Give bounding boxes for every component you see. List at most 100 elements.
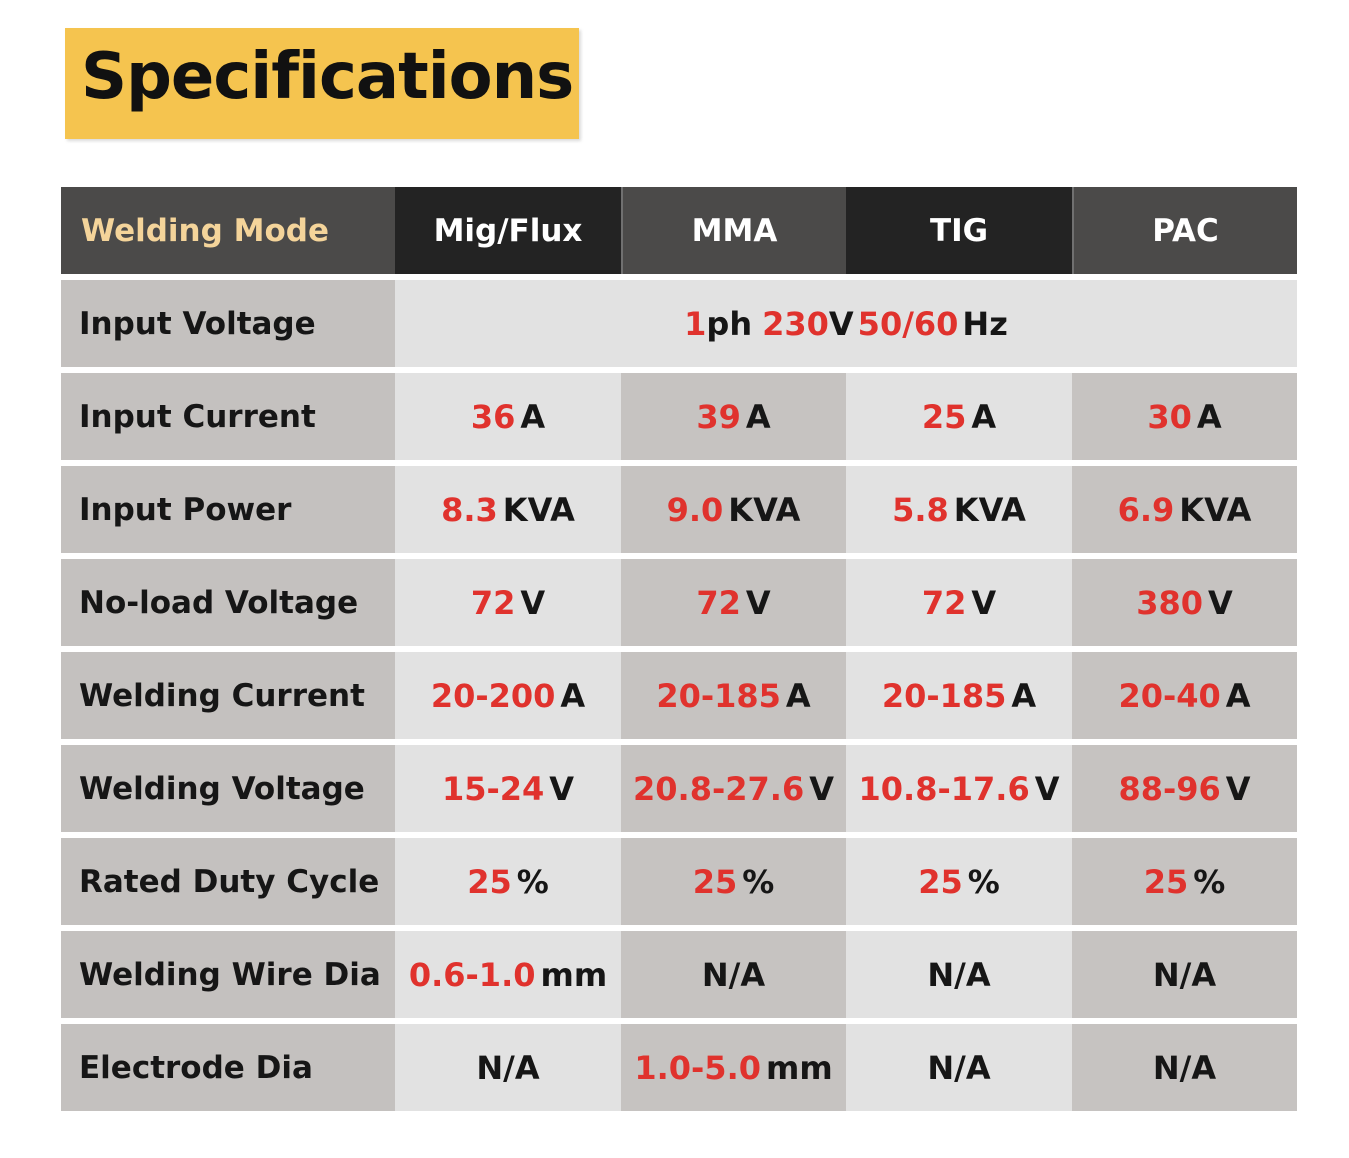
cell-value: 1.0-5.0 [634, 1048, 761, 1087]
cell-value: 88-96 [1118, 769, 1221, 808]
table-cell: 1.0-5.0 mm [621, 1024, 846, 1111]
table-cell: 20-185 A [846, 652, 1072, 739]
table-row-input-voltage: Input Voltage 1 ph 230 V 50/60 Hz [61, 280, 1297, 367]
table-cell: 9.0 KVA [621, 466, 846, 553]
table-cell: 36 A [395, 373, 621, 460]
row-label: Input Voltage [61, 280, 395, 367]
table-cell: N/A [621, 931, 846, 1018]
cell-value: 39 [696, 397, 741, 436]
cell-unit: % [1193, 862, 1226, 901]
cell-value: 20-185 [881, 676, 1007, 715]
title-banner: Specifications [65, 28, 579, 139]
cell-unit: V [809, 769, 834, 808]
cell-value: 5.8 [892, 490, 949, 529]
table-cell: 8.3 KVA [395, 466, 621, 553]
cell-na: N/A [476, 1048, 540, 1087]
cell-unit: mm [540, 955, 608, 994]
cell-value: 20.8-27.6 [633, 769, 805, 808]
table-cell: 25% [846, 838, 1072, 925]
table-cell: N/A [846, 931, 1072, 1018]
table-cell: 20-200 A [395, 652, 621, 739]
cell-value: 25 [1143, 862, 1189, 901]
cell-unit: A [560, 676, 586, 715]
cell-value: 20-200 [430, 676, 556, 715]
table-row: Rated Duty Cycle 25% 25% 25% 25% [61, 838, 1297, 925]
cell-na: N/A [1152, 1048, 1217, 1087]
table-cell: 20.8-27.6 V [621, 745, 846, 832]
table-row: Welding Current 20-200 A 20-185 A 20-185 A 20-4… [61, 652, 1297, 739]
cell-unit: A [1225, 676, 1251, 715]
cell-unit: A [1196, 397, 1222, 436]
cell-value: 25 [467, 862, 512, 901]
cell-value: 72 [696, 583, 741, 622]
cell-unit: KVA [953, 490, 1026, 529]
cell-na: N/A [1152, 955, 1217, 994]
cell-unit: V [549, 769, 575, 808]
cell-unit: % [516, 862, 549, 901]
header-mode-pac: PAC [1072, 187, 1297, 274]
row-label: Input Power [61, 466, 395, 553]
cell-unit: KVA [502, 490, 575, 529]
cell-value: 20-185 [656, 676, 781, 715]
cell-unit: A [785, 676, 811, 715]
row-label: Welding Voltage [61, 745, 395, 832]
header-label-welding-mode: Welding Mode [61, 187, 395, 274]
row-label: Electrode Dia [61, 1024, 395, 1111]
table-cell: N/A [1072, 1024, 1297, 1111]
cell-unit: A [520, 397, 546, 436]
cell-unit: V [1208, 583, 1233, 622]
cell-na: N/A [927, 955, 991, 994]
phase-value: 1 [684, 304, 707, 343]
voltage-value: 230 [762, 304, 829, 343]
cell-value: 8.3 [441, 490, 498, 529]
table-cell: N/A [395, 1024, 621, 1111]
cell-value: 36 [470, 397, 516, 436]
table-cell: 25% [395, 838, 621, 925]
table-cell: 5.8 KVA [846, 466, 1072, 553]
table-row: Electrode Dia N/A 1.0-5.0 mm N/A N/A [61, 1024, 1297, 1111]
cell-value: 20-40 [1118, 676, 1221, 715]
voltage-unit: V [828, 304, 854, 343]
table-cell: N/A [1072, 931, 1297, 1018]
cell-unit: V [1034, 769, 1060, 808]
cell-unit: % [967, 862, 1000, 901]
cell-unit: KVA [1179, 490, 1252, 529]
page-title: Specifications [81, 40, 574, 114]
table-cell: 39 A [621, 373, 846, 460]
table-cell: 10.8-17.6 V [846, 745, 1072, 832]
table-header-row: Welding Mode Mig/Flux MMA TIG PAC [61, 187, 1297, 274]
cell-value: 25 [692, 862, 738, 901]
row-label: Welding Current [61, 652, 395, 739]
cell-value: 72 [470, 583, 516, 622]
cell-unit: A [971, 397, 997, 436]
cell-value: 15-24 [441, 769, 545, 808]
cell-value: 10.8-17.6 [858, 769, 1030, 808]
table-cell: 72 V [395, 559, 621, 646]
header-mode-mma: MMA [621, 187, 846, 274]
cell-na: N/A [927, 1048, 991, 1087]
cell-unit: V [520, 583, 546, 622]
row-label: Input Current [61, 373, 395, 460]
table-cell: 72 V [621, 559, 846, 646]
cell-value: 6.9 [1117, 490, 1175, 529]
cell-value: 380 [1136, 583, 1204, 622]
table-cell: N/A [846, 1024, 1072, 1111]
cell-value: 30 [1147, 397, 1192, 436]
cell-value: 25 [921, 397, 967, 436]
cell-unit: KVA [728, 490, 801, 529]
input-voltage-value: 1 ph 230 V 50/60 Hz [395, 280, 1297, 367]
table-row: Input Current 36 A 39 A 25 A 30 A [61, 373, 1297, 460]
table-cell: 15-24 V [395, 745, 621, 832]
cell-unit: A [745, 397, 771, 436]
phase-unit: ph [706, 304, 753, 343]
cell-unit: V [745, 583, 771, 622]
table-cell: 88-96 V [1072, 745, 1297, 832]
cell-value: 9.0 [666, 490, 724, 529]
table-row: Input Power 8.3 KVA 9.0 KVA 5.8 KVA 6.9 KVA [61, 466, 1297, 553]
cell-unit: % [742, 862, 775, 901]
table-cell: 25% [621, 838, 846, 925]
table-row: Welding Wire Dia 0.6-1.0 mm N/A N/A N/A [61, 931, 1297, 1018]
row-label: Welding Wire Dia [61, 931, 395, 1018]
header-mode-mig-flux: Mig/Flux [395, 187, 621, 274]
row-label: No-load Voltage [61, 559, 395, 646]
